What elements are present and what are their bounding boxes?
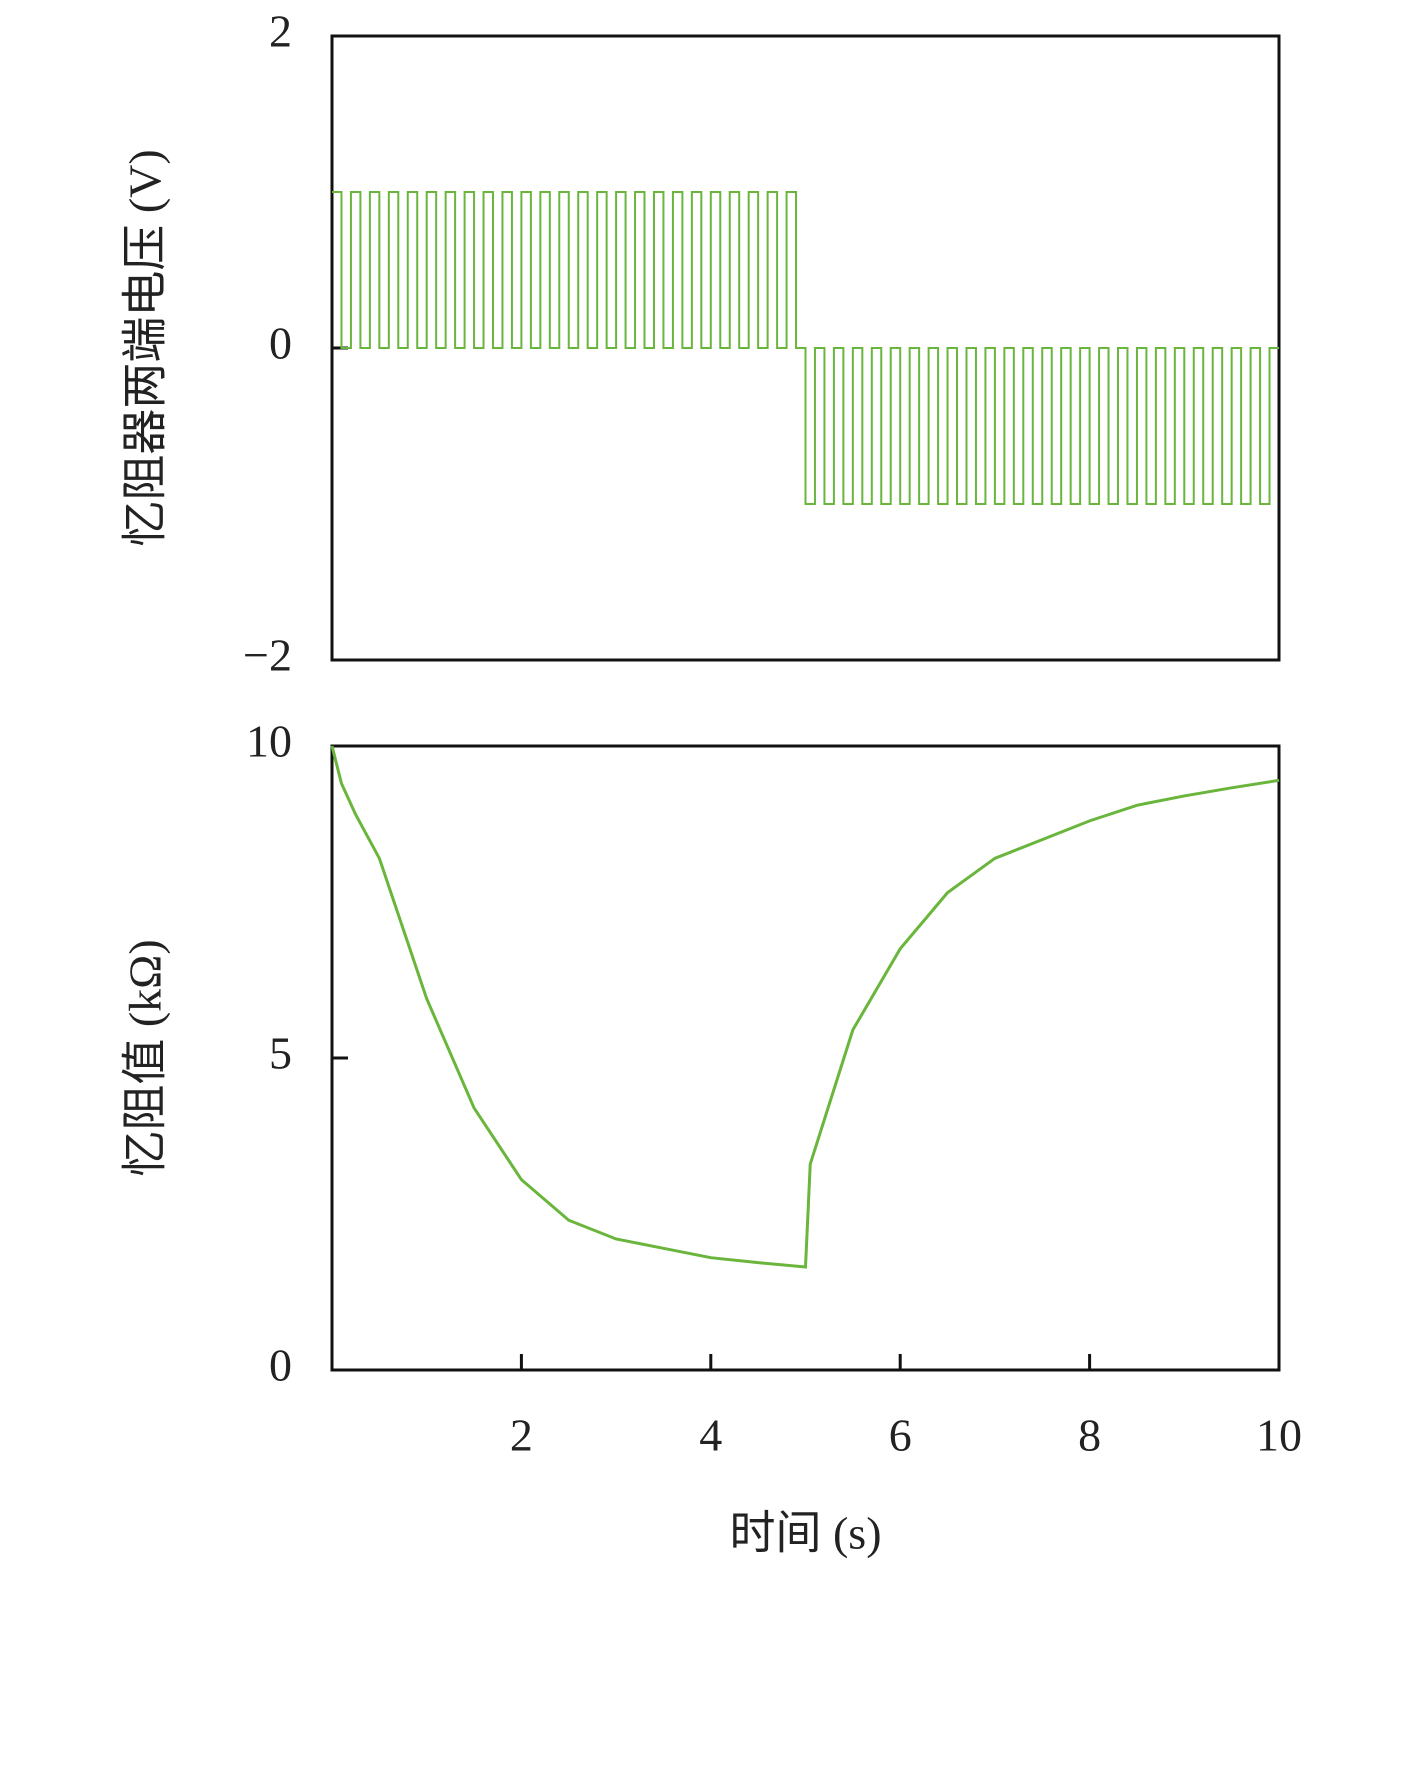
plot-frame (330, 744, 1281, 1372)
y-tick-label: 5 (269, 1028, 292, 1079)
x-axis-label: 时间 (s) (729, 1508, 881, 1559)
x-tick-label: 10 (1256, 1410, 1302, 1461)
x-tick-label: 4 (699, 1410, 722, 1461)
y-axis-label: 忆阻器两端电压 (V) (120, 149, 171, 546)
y-axis-label: 忆阻值 (kΩ) (120, 939, 171, 1176)
x-tick-label: 8 (1078, 1410, 1101, 1461)
x-tick-label: 2 (510, 1410, 533, 1461)
y-tick-label: −2 (243, 630, 292, 681)
x-tick-label: 6 (889, 1410, 912, 1461)
y-tick-label: 0 (269, 1340, 292, 1391)
data-line (330, 745, 1280, 1269)
y-tick-label: 0 (269, 318, 292, 369)
y-tick-label: 2 (269, 6, 292, 57)
y-tick-label: 10 (246, 716, 292, 767)
data-line (332, 191, 1279, 505)
